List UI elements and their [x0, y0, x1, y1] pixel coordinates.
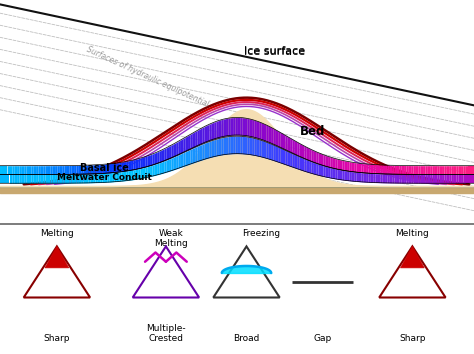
Text: Broad: Broad: [233, 334, 260, 343]
Text: Bed: Bed: [300, 125, 326, 138]
Text: Multiple-
Crested: Multiple- Crested: [146, 324, 186, 343]
Polygon shape: [45, 246, 69, 268]
Text: Sharp: Sharp: [44, 334, 70, 343]
Text: Surfaces of hydraulic equipotential: Surfaces of hydraulic equipotential: [85, 45, 210, 109]
Text: Freezing: Freezing: [242, 229, 280, 238]
Polygon shape: [213, 246, 280, 297]
Text: Basal ice: Basal ice: [80, 163, 129, 173]
Text: Melting: Melting: [395, 229, 429, 238]
Text: Sharp: Sharp: [399, 334, 426, 343]
Polygon shape: [24, 246, 90, 297]
Text: Gap: Gap: [313, 334, 331, 343]
Text: Meltwater Conduit: Meltwater Conduit: [57, 173, 152, 182]
Text: Ice surface: Ice surface: [245, 47, 305, 57]
Polygon shape: [133, 246, 199, 297]
Text: Weak
Melting: Weak Melting: [154, 229, 188, 248]
Polygon shape: [379, 246, 446, 297]
Text: Ice surface: Ice surface: [245, 46, 305, 56]
Polygon shape: [401, 246, 424, 268]
Text: Melting: Melting: [40, 229, 74, 238]
